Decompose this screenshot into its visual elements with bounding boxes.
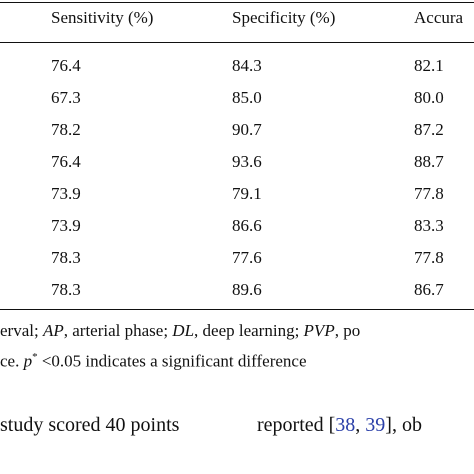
footnote-text: ce. (0, 351, 24, 371)
citation-link[interactable]: 38 (335, 414, 356, 436)
cell-specificity: 93.6 (232, 152, 262, 171)
header-specificity: Specificity (%) (232, 8, 336, 27)
cell-accuracy: 87.2 (414, 120, 444, 139)
cell-accuracy: 83.3 (414, 216, 444, 235)
cell-specificity: 79.1 (232, 184, 262, 203)
table-row: 78.2 90.7 87.2 (0, 120, 474, 152)
cell-sensitivity: 73.9 (51, 216, 81, 235)
table-row: 78.3 89.6 86.7 (0, 280, 474, 312)
footnote-text: , deep learning; (194, 321, 304, 340)
table-row: 78.3 77.6 77.8 (0, 248, 474, 280)
citation-link[interactable]: 39 (365, 414, 386, 436)
table-bottom-rule (0, 309, 474, 310)
body-text: ], ob (385, 414, 422, 436)
footnote-abbrev: AP (42, 321, 64, 340)
footnote-text: , po (334, 321, 361, 340)
body-text-left: study scored 40 points (0, 414, 180, 436)
header-sensitivity: Sensitivity (%) (51, 8, 154, 27)
cell-specificity: 77.6 (232, 248, 262, 267)
table-row: 67.3 85.0 80.0 (0, 88, 474, 120)
cell-specificity: 86.6 (232, 216, 262, 235)
table-row: 73.9 79.1 77.8 (0, 184, 474, 216)
table-top-rule (0, 2, 474, 3)
cell-sensitivity: 78.2 (51, 120, 81, 139)
footnote-text: , arterial phase; (63, 321, 173, 340)
table-row: 76.4 84.3 82.1 (0, 56, 474, 88)
cell-accuracy: 80.0 (414, 88, 444, 107)
footnote-abbrev: PVP (303, 321, 335, 340)
table-footnote-line-1: erval; AP, arterial phase; DL, deep lear… (0, 320, 360, 342)
footnote-p-symbol: p (23, 351, 33, 371)
table-row: 73.9 86.6 83.3 (0, 216, 474, 248)
footnote-text: erval; (0, 321, 43, 340)
cell-sensitivity: 73.9 (51, 184, 81, 203)
cell-accuracy: 77.8 (414, 184, 444, 203)
footnote-text: <0.05 indicates a significant difference (37, 351, 307, 371)
cell-specificity: 85.0 (232, 88, 262, 107)
table-header-rule (0, 42, 474, 43)
cell-sensitivity: 67.3 (51, 88, 81, 107)
cell-accuracy: 82.1 (414, 56, 444, 75)
footnote-asterisk: * (32, 351, 38, 363)
body-text: , (355, 414, 366, 436)
body-text-right: reported [38, 39], ob (257, 414, 422, 437)
header-accuracy: Accura (414, 8, 464, 27)
cell-accuracy: 77.8 (414, 248, 444, 267)
cell-sensitivity: 76.4 (51, 152, 81, 171)
cell-specificity: 89.6 (232, 280, 262, 299)
cell-accuracy: 86.7 (414, 280, 444, 299)
cell-specificity: 84.3 (232, 56, 262, 75)
cell-sensitivity: 76.4 (51, 56, 81, 75)
cell-accuracy: 88.7 (414, 152, 444, 171)
table-footnote-line-2: ce. p* <0.05 indicates a significant dif… (0, 346, 307, 373)
cell-specificity: 90.7 (232, 120, 262, 139)
footnote-abbrev: DL (172, 321, 195, 340)
table-row: 76.4 93.6 88.7 (0, 152, 474, 184)
cell-sensitivity: 78.3 (51, 248, 81, 267)
body-text: reported [ (257, 414, 336, 436)
cell-sensitivity: 78.3 (51, 280, 81, 299)
